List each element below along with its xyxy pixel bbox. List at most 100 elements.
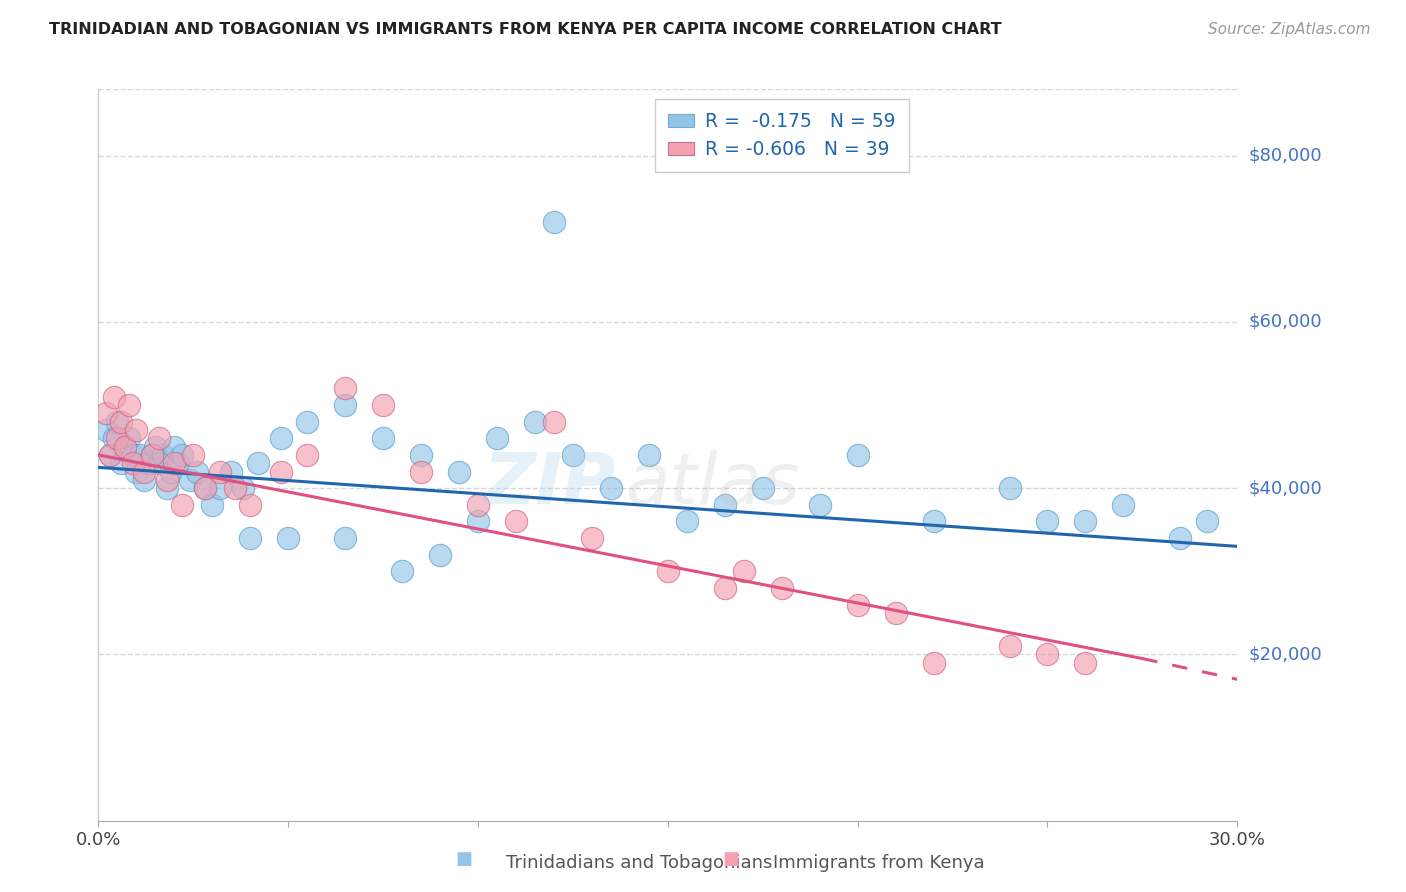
Point xyxy=(524,415,547,429)
Text: ■: ■ xyxy=(723,850,740,868)
Point xyxy=(714,498,737,512)
Point xyxy=(224,481,246,495)
Point xyxy=(167,456,190,470)
Point xyxy=(429,548,451,562)
Text: ■: ■ xyxy=(456,850,472,868)
Point xyxy=(152,448,174,462)
Point xyxy=(277,531,299,545)
Text: atlas: atlas xyxy=(624,450,799,518)
Point xyxy=(1074,656,1097,670)
Point xyxy=(125,465,148,479)
Point xyxy=(136,456,159,470)
Point xyxy=(103,390,125,404)
Point xyxy=(186,465,208,479)
Point xyxy=(170,498,193,512)
Point xyxy=(141,448,163,462)
Point xyxy=(676,515,699,529)
Point xyxy=(132,465,155,479)
Point xyxy=(232,481,254,495)
Point xyxy=(335,381,357,395)
Point xyxy=(411,465,433,479)
Point xyxy=(107,431,129,445)
Text: TRINIDADIAN AND TOBAGONIAN VS IMMIGRANTS FROM KENYA PER CAPITA INCOME CORRELATIO: TRINIDADIAN AND TOBAGONIAN VS IMMIGRANTS… xyxy=(49,22,1002,37)
Point xyxy=(770,581,793,595)
Point xyxy=(141,448,163,462)
Point xyxy=(335,398,357,412)
Point xyxy=(156,481,179,495)
Text: $60,000: $60,000 xyxy=(1249,313,1322,331)
Point xyxy=(411,448,433,462)
Point xyxy=(194,481,217,495)
Point xyxy=(998,639,1021,653)
Point xyxy=(201,498,224,512)
Point xyxy=(121,448,143,462)
Point xyxy=(156,473,179,487)
Point xyxy=(148,456,170,470)
Point xyxy=(1195,515,1218,529)
Point xyxy=(884,606,907,620)
Point xyxy=(270,431,292,445)
Point xyxy=(239,531,262,545)
Point xyxy=(114,440,136,454)
Point xyxy=(132,473,155,487)
Point xyxy=(733,564,755,578)
Point xyxy=(129,448,152,462)
Point xyxy=(98,448,121,462)
Point xyxy=(1074,515,1097,529)
Point xyxy=(121,456,143,470)
Point xyxy=(1036,515,1059,529)
Point xyxy=(114,440,136,454)
Point xyxy=(239,498,262,512)
Point xyxy=(270,465,292,479)
Point xyxy=(110,415,132,429)
Point xyxy=(221,465,243,479)
Text: Immigrants from Kenya: Immigrants from Kenya xyxy=(773,855,986,872)
Point xyxy=(1036,648,1059,662)
Text: Source: ZipAtlas.com: Source: ZipAtlas.com xyxy=(1208,22,1371,37)
Point xyxy=(846,448,869,462)
Point xyxy=(170,448,193,462)
Point xyxy=(486,431,509,445)
Point xyxy=(107,415,129,429)
Point xyxy=(505,515,527,529)
Point xyxy=(94,406,117,420)
Point xyxy=(118,398,141,412)
Point xyxy=(246,456,269,470)
Point xyxy=(562,448,585,462)
Point xyxy=(657,564,679,578)
Point xyxy=(600,481,623,495)
Point xyxy=(183,448,205,462)
Point xyxy=(148,431,170,445)
Point xyxy=(163,440,186,454)
Text: ZIP: ZIP xyxy=(484,450,617,518)
Point xyxy=(208,481,231,495)
Point xyxy=(391,564,413,578)
Point xyxy=(1112,498,1135,512)
Point xyxy=(194,481,217,495)
Point xyxy=(1170,531,1192,545)
Point xyxy=(543,415,565,429)
Point xyxy=(371,431,394,445)
Text: $80,000: $80,000 xyxy=(1249,146,1322,165)
Point xyxy=(103,431,125,445)
Point xyxy=(808,498,831,512)
Point xyxy=(159,465,181,479)
Point xyxy=(467,515,489,529)
Point xyxy=(208,465,231,479)
Point xyxy=(543,215,565,229)
Point xyxy=(110,456,132,470)
Point xyxy=(145,440,167,454)
Point xyxy=(297,415,319,429)
Text: $20,000: $20,000 xyxy=(1249,646,1322,664)
Point xyxy=(297,448,319,462)
Legend: R =  -0.175   N = 59, R = -0.606   N = 39: R = -0.175 N = 59, R = -0.606 N = 39 xyxy=(655,99,910,172)
Point xyxy=(163,456,186,470)
Point xyxy=(752,481,775,495)
Point xyxy=(94,423,117,437)
Point xyxy=(179,473,201,487)
Point xyxy=(118,431,141,445)
Point xyxy=(581,531,603,545)
Point xyxy=(922,515,945,529)
Point xyxy=(467,498,489,512)
Point xyxy=(335,531,357,545)
